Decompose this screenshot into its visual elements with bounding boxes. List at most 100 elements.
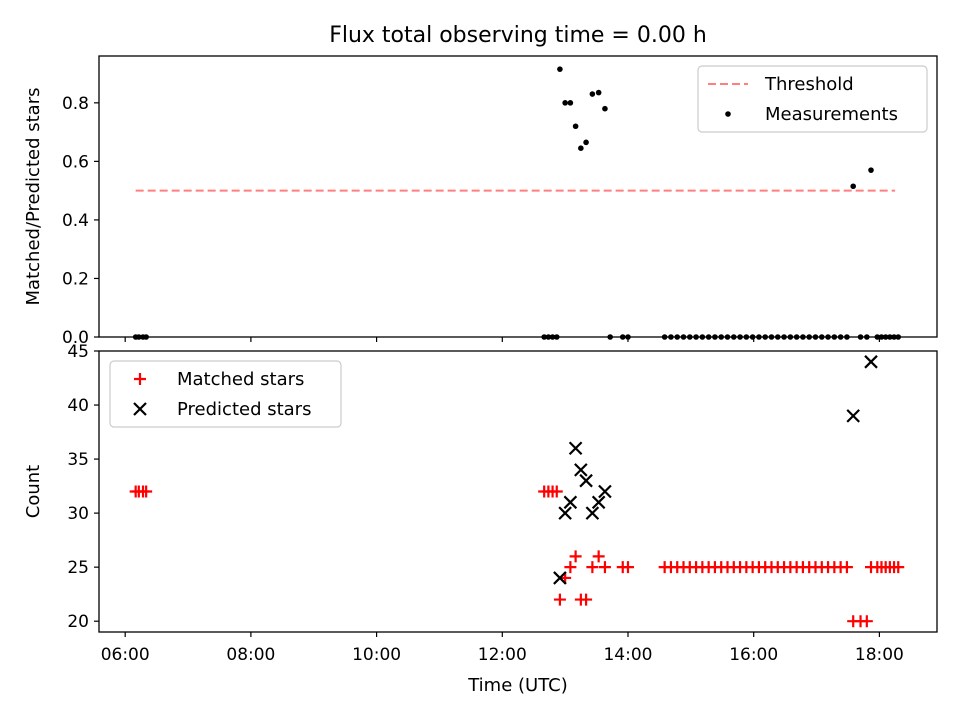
measurements-point (724, 334, 731, 340)
top-legend: Threshold Measurements (697, 65, 928, 133)
chart-title: Flux total observing time = 0.00 h (329, 23, 707, 48)
measurements-point (549, 334, 556, 340)
measurements-point (825, 334, 831, 340)
xtick-label: 16:00 (729, 645, 778, 665)
xtick-label: 10:00 (352, 645, 401, 665)
legend-predicted-stars-swatch (133, 402, 147, 416)
measurements-point (619, 334, 626, 340)
measurements-point (680, 334, 687, 340)
measurements-point (887, 334, 893, 340)
top-axes-frame (98, 55, 938, 338)
measurements-point (718, 334, 725, 340)
top-ytick-label: 0.0 (62, 328, 89, 348)
measurements-point (891, 334, 897, 340)
bottom-legend: Matched stars Predicted stars (109, 360, 342, 428)
measurements-point (762, 334, 769, 340)
measurements-point (793, 334, 800, 340)
measurements-point (562, 100, 568, 106)
measurements-point (595, 89, 602, 96)
measurements-point (737, 334, 743, 340)
matched-stars-point (598, 561, 611, 574)
bottom-ytick-label: 45 (67, 342, 89, 362)
top-data (132, 66, 902, 340)
bottom-ytick-label: 25 (67, 558, 89, 578)
measurements-point (674, 334, 681, 340)
measurements-point (864, 334, 870, 340)
top-ytick-label: 0.8 (62, 94, 89, 114)
measurements-point (818, 334, 825, 340)
measurements-point (800, 334, 806, 340)
measurements-point (578, 145, 584, 152)
matched-stars-point (550, 485, 563, 498)
matched-stars-point (553, 593, 566, 606)
measurements-point (749, 334, 756, 340)
measurements-point (699, 334, 706, 340)
measurements-point (787, 334, 794, 340)
bottom-ytick-label: 20 (67, 612, 89, 632)
bottom-ytick-label: 30 (67, 504, 89, 524)
measurements-point (693, 334, 699, 340)
matched-stars-point (860, 615, 873, 628)
measurements-point (878, 334, 885, 340)
bottom-panel: 20 25 30 35 40 45 06:00 08:00 10:00 12:00 14:00 16:… (23, 342, 938, 696)
measurements-point (541, 334, 547, 340)
measurements-point (557, 66, 563, 72)
measurements-point (868, 167, 874, 173)
bottom-ylabel: Count (23, 465, 44, 518)
measurements-point (572, 123, 579, 130)
matched-stars-point (586, 561, 599, 574)
legend-matched-stars-swatch (134, 373, 146, 385)
xtick-label: 12:00 (478, 645, 527, 665)
matched-stars-point (892, 561, 905, 574)
measurements-point (743, 334, 750, 340)
top-panel: 0.0 0.2 0.4 0.6 0.8 Matched/Predicted stars Th… (23, 55, 938, 348)
measurements-point (545, 334, 552, 340)
legend-threshold-label: Threshold (764, 74, 854, 95)
top-ytick-label: 0.4 (62, 211, 89, 231)
measurements-point (756, 334, 762, 340)
measurements-point (553, 334, 560, 340)
matched-stars-point (621, 561, 634, 574)
measurements-point (806, 334, 813, 340)
measurements-point (874, 334, 881, 340)
bottom-axes-frame (98, 350, 938, 633)
measurements-point (882, 334, 889, 340)
matched-stars-point (580, 593, 593, 606)
bottom-data (129, 355, 905, 628)
measurements-point (730, 334, 737, 340)
predicted-stars-point (585, 506, 600, 520)
measurements-point (844, 334, 850, 340)
predicted-stars-point (553, 571, 567, 585)
matched-stars-point (140, 485, 153, 498)
predicted-stars-point (568, 441, 583, 456)
bottom-ytick-label: 35 (67, 450, 89, 470)
top-legend-box (697, 65, 928, 133)
legend-measurements-label: Measurements (765, 104, 898, 125)
measurements-point (837, 334, 844, 340)
predicted-stars-point (563, 495, 578, 510)
predicted-stars-point (574, 463, 588, 477)
predicted-stars-point (579, 473, 593, 488)
xtick-label: 18:00 (855, 645, 904, 665)
top-ytick-label: 0.2 (62, 269, 89, 289)
matched-stars-point (569, 550, 582, 563)
bottom-ytick-label: 40 (67, 396, 89, 416)
xtick-label: 14:00 (603, 645, 652, 665)
matched-stars-point (840, 561, 853, 574)
xtick-label: 08:00 (226, 645, 275, 665)
measurements-point (661, 334, 668, 340)
predicted-stars-point (558, 506, 572, 520)
measurements-point (812, 334, 819, 340)
predicted-stars-point (591, 495, 606, 510)
predicted-stars-point (864, 355, 878, 369)
measurements-point (768, 334, 775, 340)
matched-stars-point (592, 550, 605, 563)
predicted-stars-point (846, 409, 860, 423)
top-ylabel: Matched/Predicted stars (23, 88, 44, 306)
legend-measurements-swatch (725, 111, 731, 117)
measurements-point (686, 334, 693, 340)
measurements-point (781, 334, 787, 340)
measurements-point (705, 334, 712, 340)
measurements-point (712, 334, 718, 340)
